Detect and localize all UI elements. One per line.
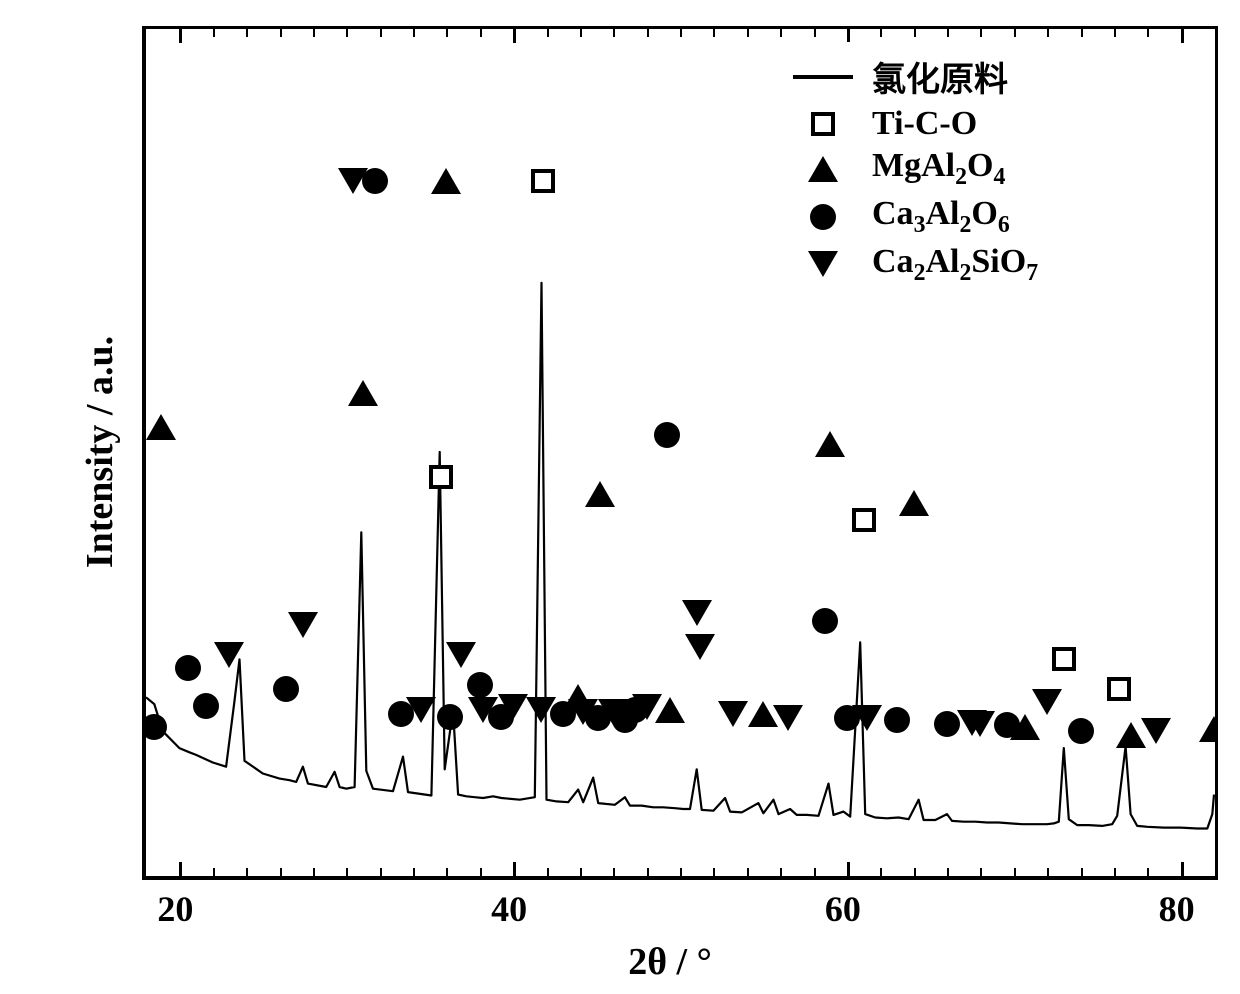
peak-marker-square (531, 169, 555, 193)
legend-symbol-triangle-down (792, 249, 854, 279)
peak-marker-square (1052, 647, 1076, 671)
legend-label: Ti-C-O (872, 105, 977, 143)
peak-marker-triangle-down (685, 634, 715, 660)
peak-marker-triangle-down (1141, 718, 1171, 744)
peak-marker-triangle-down (288, 612, 318, 638)
peak-marker-triangle-down (598, 699, 628, 725)
peak-marker-triangle-down (773, 705, 803, 731)
plot-inner (146, 29, 1215, 876)
peak-marker-circle (467, 672, 493, 698)
peak-marker-triangle-up (815, 431, 845, 457)
plot-area (142, 26, 1218, 880)
peak-marker-triangle-up (1199, 716, 1215, 742)
legend-symbol-triangle-up (792, 154, 854, 184)
peak-marker-triangle-down (526, 697, 556, 723)
peak-marker-circle (1068, 718, 1094, 744)
xrd-line-series (146, 29, 1215, 876)
peak-marker-square (1107, 677, 1131, 701)
legend-entry: MgAl2O4 (792, 147, 1038, 191)
peak-marker-circle (884, 707, 910, 733)
x-tick-label: 80 (1147, 888, 1207, 930)
legend-symbol-square-open (792, 109, 854, 139)
peak-marker-circle (994, 712, 1020, 738)
chart-legend: 氯化原料 Ti-C-O MgAl2O4Ca3Al2O6Ca2Al2SiO7 (780, 42, 1050, 300)
peak-marker-triangle-down (852, 705, 882, 731)
peak-marker-triangle-down (682, 600, 712, 626)
x-axis-label: 2θ / ° (520, 940, 820, 984)
peak-marker-triangle-down (632, 694, 662, 720)
peak-marker-triangle-down (214, 642, 244, 668)
x-tick-label: 60 (813, 888, 873, 930)
peak-marker-circle (273, 676, 299, 702)
peak-marker-triangle-up (348, 380, 378, 406)
legend-entry: 氯化原料 (792, 52, 1038, 101)
x-tick-label: 20 (145, 888, 205, 930)
peak-marker-triangle-down (468, 697, 498, 723)
legend-symbol-line (792, 62, 854, 92)
peak-marker-triangle-down (498, 694, 528, 720)
peak-marker-triangle-down (1032, 689, 1062, 715)
peak-marker-circle (193, 693, 219, 719)
peak-marker-triangle-down (965, 711, 995, 737)
peak-marker-triangle-down (718, 701, 748, 727)
peak-marker-square (429, 465, 453, 489)
legend-symbol-circle-filled (792, 202, 854, 232)
peak-marker-circle (654, 422, 680, 448)
peak-marker-circle (812, 608, 838, 634)
peak-marker-triangle-down (568, 699, 598, 725)
peak-marker-triangle-up (431, 168, 461, 194)
x-tick-label: 40 (479, 888, 539, 930)
peak-marker-triangle-down (338, 168, 368, 194)
legend-label: 氯化原料 (872, 52, 1008, 101)
legend-entry: Ca2Al2SiO7 (792, 243, 1038, 287)
legend-entry: Ca3Al2O6 (792, 195, 1038, 239)
x-axis-label-text: 2θ (628, 941, 667, 983)
peak-marker-triangle-down (406, 697, 436, 723)
legend-entry: Ti-C-O (792, 105, 1038, 143)
peak-marker-circle (437, 704, 463, 730)
peak-marker-circle (175, 655, 201, 681)
xrd-chart: Intensity / a.u. 2θ / ° 20 40 60 80 氯化原料 Ti-… (0, 0, 1240, 994)
peak-marker-triangle-up (585, 481, 615, 507)
legend-label: Ca2Al2SiO7 (872, 243, 1038, 287)
legend-label: MgAl2O4 (872, 147, 1005, 191)
peak-marker-triangle-up (146, 414, 176, 440)
peak-marker-square (852, 508, 876, 532)
legend-label: Ca3Al2O6 (872, 195, 1010, 239)
peak-marker-triangle-down (446, 642, 476, 668)
y-axis-label: Intensity / a.u. (78, 302, 122, 602)
peak-marker-triangle-up (899, 490, 929, 516)
